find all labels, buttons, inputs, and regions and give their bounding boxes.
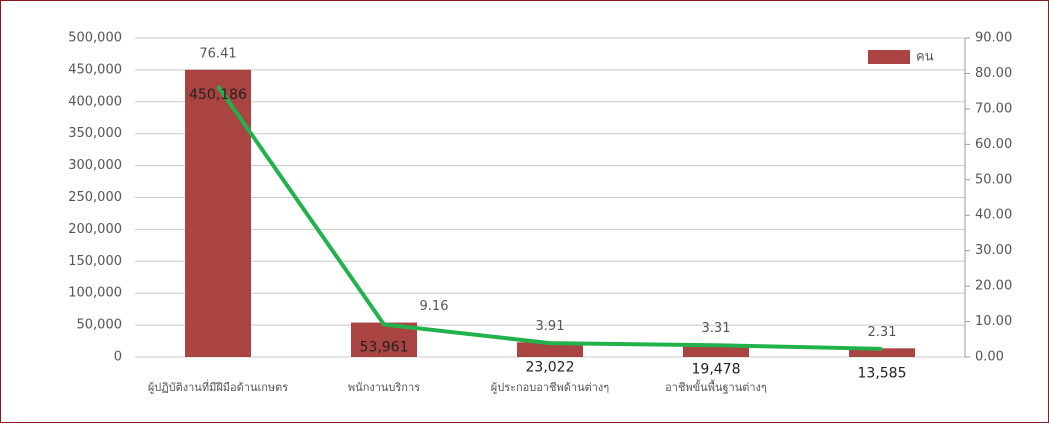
line-label: 3.31 <box>702 321 731 336</box>
line-label: 76.41 <box>199 46 236 61</box>
y-tick-label: 50,000 <box>77 318 123 333</box>
y-tick-label: 250,000 <box>68 190 122 205</box>
x-tick-label: ผู้ประกอบอาชีพด้านต่างๆ <box>491 381 610 394</box>
y2-tick-label: 80.00 <box>975 66 1012 81</box>
y2-tick-label: 90.00 <box>975 31 1012 46</box>
y2-tick-label: 20.00 <box>975 279 1012 294</box>
y-tick-label: 300,000 <box>68 158 122 173</box>
bar-label: 450,186 <box>189 87 247 103</box>
y-tick-label: 450,000 <box>68 62 122 77</box>
y2-tick-label: 60.00 <box>975 137 1012 152</box>
y2-tick-label: 30.00 <box>975 243 1012 258</box>
y-tick-label: 100,000 <box>68 286 122 301</box>
y2-tick-label: 50.00 <box>975 172 1012 187</box>
y-tick-label: 500,000 <box>68 31 122 46</box>
y2-tick-label: 40.00 <box>975 208 1012 223</box>
y2-tick-label: 70.00 <box>975 101 1012 116</box>
y2-tick-label: 10.00 <box>975 314 1012 329</box>
bar-label: 19,478 <box>692 362 741 378</box>
line-label: 3.91 <box>536 319 565 334</box>
x-tick-label: พนักงานบริการ <box>348 381 420 394</box>
y-tick-label: 400,000 <box>68 94 122 109</box>
bar <box>185 69 251 357</box>
bar <box>683 344 749 357</box>
bar-label: 13,585 <box>858 365 907 381</box>
y-tick-label: 150,000 <box>68 254 122 269</box>
bar-label: 23,022 <box>526 359 575 375</box>
x-tick-label: ผู้ปฏิบัติงานที่มีฝีมือด้านเกษตร <box>148 379 288 394</box>
y-tick-label: 350,000 <box>68 126 122 141</box>
y2-tick-label: 0.00 <box>975 350 1004 365</box>
x-tick-label: อาชีพขั้นพื้นฐานต่างๆ <box>665 379 767 394</box>
line <box>216 85 883 351</box>
legend-swatch <box>868 50 910 64</box>
y-tick-label: 0 <box>114 350 122 365</box>
legend-label: คน <box>916 50 934 65</box>
bar-label: 53,961 <box>360 340 409 356</box>
bar <box>517 342 583 357</box>
line-label: 9.16 <box>420 299 449 314</box>
line-label: 2.31 <box>868 325 897 340</box>
y-tick-label: 200,000 <box>68 222 122 237</box>
bar <box>849 348 915 357</box>
